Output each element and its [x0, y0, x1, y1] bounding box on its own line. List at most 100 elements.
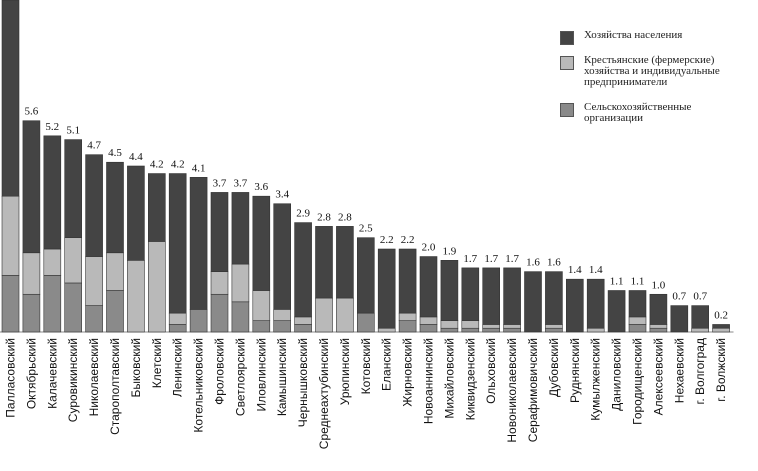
bar-segment-series-0	[461, 327, 480, 333]
category-tick-label: Быковский	[129, 338, 143, 397]
category-tick-label: Калачевский	[45, 338, 59, 409]
category-tick-label: Серафимовичский	[526, 338, 540, 442]
legend-item: Хозяйства населения	[560, 29, 755, 45]
category-tick-label: Дубовский	[547, 338, 561, 397]
bar-total-label: 2.8	[338, 211, 352, 223]
category-tick-label: Киквидзенский	[463, 338, 477, 420]
bar-segment-series-1	[545, 324, 563, 329]
bar-total-label: 4.4	[129, 151, 143, 163]
bar-segment-series-2	[148, 173, 166, 242]
legend-item: Сельскохозяйственные организации	[560, 102, 755, 124]
category-tick-label: Фроловский	[213, 338, 227, 405]
bar-total-label: 3.6	[254, 181, 268, 193]
category-tick-label: Ленинский	[171, 338, 185, 397]
bar-total-label: 0.7	[672, 291, 686, 303]
bar-total-label: 3.4	[275, 189, 289, 201]
bar-segment-series-2	[398, 248, 417, 314]
bar-segment-series-2	[231, 192, 250, 265]
category-tick-label: Урюпинский	[338, 338, 352, 405]
category-tick-label: Палласовский	[4, 338, 18, 418]
category-tick-label: Николаевский	[87, 338, 101, 416]
category-tick-label: Старополтавский	[108, 338, 122, 435]
bar-segment-series-2	[273, 203, 292, 310]
bar-total-label: 4.7	[87, 140, 101, 152]
bar-segment-series-2	[189, 177, 208, 310]
bar-segment-series-0	[210, 293, 229, 333]
bar-segment-series-1	[398, 312, 417, 321]
bar-segment-series-2	[503, 267, 521, 325]
legend-label-line: хозяйства и индивидуальные	[584, 65, 720, 77]
bar-total-label: 2.8	[317, 211, 331, 223]
bar-total-label: 3.7	[234, 177, 248, 189]
bar-total-label: 1.1	[610, 276, 624, 288]
bar-segment-series-2	[294, 222, 312, 318]
bar-segment-series-2	[315, 226, 333, 299]
bar-segment-series-2	[482, 267, 501, 325]
category-tick-label: Суровикинский	[66, 338, 80, 422]
bar-segment-series-2	[691, 305, 710, 329]
bar-segment-series-2	[336, 226, 354, 299]
category-tick-label: Городищенский	[631, 338, 645, 425]
bar-segment-series-2	[127, 165, 145, 261]
bar-segment-series-0	[628, 324, 647, 333]
bar-segment-series-0	[649, 327, 668, 333]
bar-segment-series-0	[398, 320, 417, 333]
bar-total-label: 4.2	[150, 159, 164, 171]
bar-segment-series-0	[440, 327, 459, 333]
bar-segment-series-1	[586, 327, 605, 333]
legend-swatch	[560, 56, 574, 70]
category-tick-label: г. Волгоград	[693, 338, 707, 405]
bar-segment-series-2	[168, 173, 187, 314]
bar-segment-series-1	[85, 256, 103, 306]
bar-segment-series-0	[85, 305, 103, 333]
bar-total-label: 5.2	[45, 121, 59, 133]
bar-segment-series-1	[252, 290, 271, 321]
bar-segment-series-1	[43, 248, 62, 276]
legend-swatch	[560, 103, 574, 117]
category-tick-label: Октябрьский	[24, 338, 38, 409]
bar-segment-series-1	[64, 237, 82, 284]
total-labels-layer: 5.6 5.2 5.1 4.7 4.5 4.4 4.2 4.2 4.1 3.7 3.7 3.6 3.4 2…	[25, 106, 728, 322]
bar-segment-series-2	[210, 192, 229, 272]
category-tick-label: Ольховский	[484, 338, 498, 404]
bar-segment-series-1	[210, 271, 229, 295]
bar-segment-series-2	[545, 271, 563, 325]
bar-segment-series-1	[22, 252, 41, 295]
bar-segment-series-1	[482, 324, 501, 329]
bar-total-label: 2.0	[422, 242, 436, 254]
bar-total-label: 2.2	[380, 234, 394, 246]
category-tick-label: Кумылженский	[589, 338, 603, 421]
bar-segment-series-2	[419, 256, 438, 318]
category-tick-label: Среднеахтубинский	[317, 338, 331, 449]
bar-total-label: 1.6	[547, 257, 561, 269]
category-tick-label: Еланский	[380, 338, 394, 391]
bar-segment-series-0	[482, 327, 501, 333]
bar-segment-series-0	[294, 324, 312, 333]
bar-segment-series-2	[252, 195, 271, 291]
bar-segment-series-0	[43, 275, 62, 333]
bar-segment-series-2	[22, 120, 41, 254]
category-tick-label: Алексеевский	[651, 338, 665, 415]
category-tick-label: Котовский	[359, 338, 373, 394]
bar-segment-series-1	[377, 327, 396, 333]
bar-total-label: 4.2	[171, 159, 185, 171]
bar-total-label: 1.7	[505, 253, 519, 265]
bar-segment-series-2	[64, 139, 82, 238]
category-tick-label: г. Волжский	[714, 338, 728, 402]
bar-segment-series-2	[628, 290, 647, 318]
bar-segment-series-1	[712, 327, 730, 333]
legend-label-line: Хозяйства населения	[584, 29, 683, 41]
bar-total-label: 1.4	[568, 264, 582, 276]
bar-segment-series-2	[106, 161, 124, 254]
bar-segment-series-1	[691, 327, 710, 333]
category-tick-label: Иловлинский	[254, 338, 268, 412]
bar-segment-series-2	[461, 267, 480, 321]
bar-segment-series-2	[712, 324, 730, 329]
category-tick-label: Даниловский	[610, 338, 624, 411]
bar-segment-series-1	[106, 252, 124, 291]
bar-segment-series-0	[273, 320, 292, 333]
bar-segment-series-2	[1, 0, 20, 197]
bar-segment-series-1	[315, 297, 333, 333]
category-tick-label: Михайловский	[442, 338, 456, 419]
